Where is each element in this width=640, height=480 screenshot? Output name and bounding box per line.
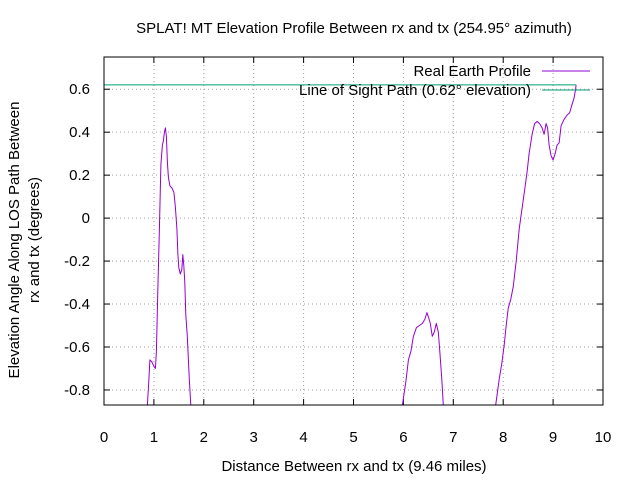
y-tick-label: 0.6 (69, 81, 90, 98)
grid-lines (104, 57, 603, 405)
y-tick-label: -0.8 (64, 382, 90, 399)
tick-labels: 0 1 2 3 4 5 6 7 8 9 10 -0.8 -0.6 -0.4 -0.2 0 0.2 0.4 0.6 (64, 81, 611, 446)
legend-label-line-of-sight-path: Line of Sight Path (0.62° elevation) (299, 82, 531, 99)
x-tick-label: 6 (399, 429, 407, 446)
x-tick-label: 10 (595, 429, 612, 446)
legend-label-real-earth-profile: Real Earth Profile (413, 63, 531, 80)
x-tick-label: 3 (250, 429, 258, 446)
y-axis-label-line-2: rx and tx (degrees) (26, 177, 43, 303)
axis-ticks (103, 57, 604, 405)
y-tick-label: 0.4 (69, 124, 90, 141)
real-earth-profile-line (401, 312, 444, 406)
y-tick-label: 0 (82, 210, 90, 227)
plot-frame (103, 56, 604, 406)
real-earth-profile-line (146, 127, 192, 406)
legend: Real Earth Profile Line of Sight Path (0… (299, 63, 590, 99)
real-earth-profile-line (495, 84, 577, 406)
y-tick-label: -0.6 (64, 339, 90, 356)
x-tick-label: 7 (449, 429, 457, 446)
y-axis-label-line-1: Elevation Angle Along LOS Path Between (6, 102, 23, 379)
plot-lines (104, 84, 577, 406)
y-tick-label: -0.2 (64, 253, 90, 270)
y-tick-label: 0.2 (69, 167, 90, 184)
y-tick-label: -0.4 (64, 296, 90, 313)
x-tick-label: 4 (299, 429, 307, 446)
x-tick-label: 5 (349, 429, 357, 446)
x-tick-label: 0 (100, 429, 108, 446)
x-tick-label: 2 (200, 429, 208, 446)
x-axis-label: Distance Between rx and tx (9.46 miles) (221, 458, 486, 475)
x-tick-label: 8 (499, 429, 507, 446)
x-tick-label: 1 (150, 429, 158, 446)
x-tick-label: 9 (549, 429, 557, 446)
chart-title: SPLAT! MT Elevation Profile Between rx a… (136, 20, 572, 37)
